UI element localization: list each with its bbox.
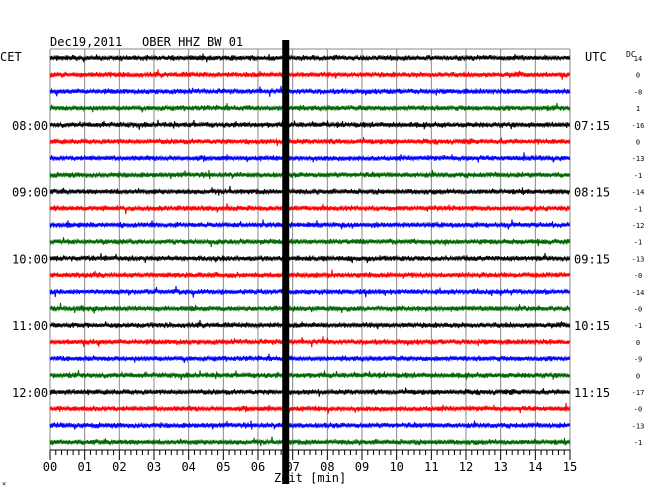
trace-6 (49, 152, 571, 164)
event-marker (282, 40, 290, 484)
dc-offset-13: -0 (634, 272, 642, 280)
utc-time-label-07:15: 07:15 (574, 119, 610, 133)
event-marker-bar (282, 40, 290, 484)
dc-offset-16: -1 (634, 322, 642, 330)
x-tick-label-5: 05 (216, 460, 230, 474)
trace-13 (49, 269, 571, 279)
x-tick-label-8: 08 (320, 460, 334, 474)
x-tick-label-6: 06 (251, 460, 265, 474)
dc-offset-1: 0 (636, 72, 640, 80)
x-tick-label-7: 07 (285, 460, 299, 474)
dc-offset-23: -1 (634, 439, 642, 447)
dc-offset-3: 1 (636, 105, 640, 113)
x-tick-label-0: 00 (43, 460, 57, 474)
cet-time-label-11:00: 11:00 (12, 319, 48, 333)
dc-offset-12: -13 (632, 255, 645, 263)
dc-offset-19: 0 (636, 372, 640, 380)
trace-15 (49, 302, 571, 314)
trace-4 (49, 119, 571, 130)
trace-7 (49, 170, 571, 180)
cet-time-label-08:00: 08:00 (12, 119, 48, 133)
x-tick-label-4: 04 (181, 460, 195, 474)
cet-time-label-12:00: 12:00 (12, 386, 48, 400)
dc-offset-0: 14 (634, 55, 642, 63)
trace-0 (49, 53, 571, 63)
dc-offset-18: -9 (634, 356, 642, 364)
x-tick-label-9: 09 (355, 460, 369, 474)
x-axis-ticks: 00 01 02 03 04 05 06 07 08 09 10 11 12 13 14 15 (43, 450, 577, 474)
dc-offset-6: -13 (632, 155, 645, 163)
x-tick-label-10: 10 (389, 460, 403, 474)
trace-10 (49, 219, 571, 230)
header-date: Dec19,2011 (50, 35, 122, 49)
x-tick-label-13: 13 (493, 460, 507, 474)
utc-time-label-11:15: 11:15 (574, 386, 610, 400)
x-tick-label-1: 01 (77, 460, 91, 474)
x-tick-label-11: 11 (424, 460, 438, 474)
dc-offset-4: -16 (632, 122, 645, 130)
trace-23 (49, 436, 571, 447)
dc-offset-5: 0 (636, 139, 640, 147)
trace-18 (49, 353, 571, 364)
dc-offset-8: -14 (632, 189, 645, 197)
header-station: OBER HHZ BW 01 (142, 35, 243, 49)
trace-9 (49, 203, 571, 215)
trace-1 (49, 69, 571, 80)
dc-offset-2: -8 (634, 88, 642, 96)
trace-22 (49, 420, 571, 430)
x-tick-label-14: 14 (528, 460, 542, 474)
dc-offset-20: -17 (632, 389, 645, 397)
dc-offset-7: -1 (634, 172, 642, 180)
dc-offset-14: -14 (632, 289, 645, 297)
dc-offset-21: -0 (634, 406, 642, 414)
x-tick-label-3: 03 (147, 460, 161, 474)
trace-19 (49, 370, 571, 381)
x-tick-label-2: 02 (112, 460, 126, 474)
trace-17 (49, 336, 571, 348)
trace-16 (49, 319, 571, 330)
trace-lines: 14 0 -8 1 -16 0 -13 -1 -14 -1 -12 -1 -13 -0 -14 -0 -1 0 -9… (49, 53, 645, 447)
dc-offset-15: -0 (634, 306, 642, 314)
utc-time-label-08:15: 08:15 (574, 186, 610, 200)
trace-14 (49, 285, 571, 298)
dc-offset-11: -1 (634, 239, 642, 247)
cet-time-label-09:00: 09:00 (12, 186, 48, 200)
right-axis-label: UTC (585, 50, 607, 64)
trace-20 (49, 387, 571, 397)
x-tick-label-12: 12 (459, 460, 473, 474)
trace-5 (49, 137, 571, 147)
trace-21 (49, 402, 571, 414)
x-axis-label: Zeit [min] (274, 471, 346, 485)
time-labels: 08:00 09:00 10:00 11:00 12:00 07:15 08:15 09:15… (12, 119, 610, 400)
x-tick-label-15: 15 (563, 460, 577, 474)
trace-11 (49, 237, 571, 248)
left-axis-label: CET (0, 50, 22, 64)
utc-time-label-10:15: 10:15 (574, 319, 610, 333)
trace-3 (49, 102, 571, 113)
dc-offset-9: -1 (634, 205, 642, 213)
offset-header: DC (626, 50, 636, 59)
footnote-mark: × (2, 480, 6, 488)
trace-2 (49, 85, 571, 97)
trace-8 (49, 186, 571, 196)
dc-offset-22: -13 (632, 422, 645, 430)
cet-time-label-10:00: 10:00 (12, 252, 48, 266)
dc-offset-17: 0 (636, 339, 640, 347)
utc-time-label-09:15: 09:15 (574, 252, 610, 266)
trace-12 (49, 253, 571, 264)
dc-offset-10: -12 (632, 222, 645, 230)
